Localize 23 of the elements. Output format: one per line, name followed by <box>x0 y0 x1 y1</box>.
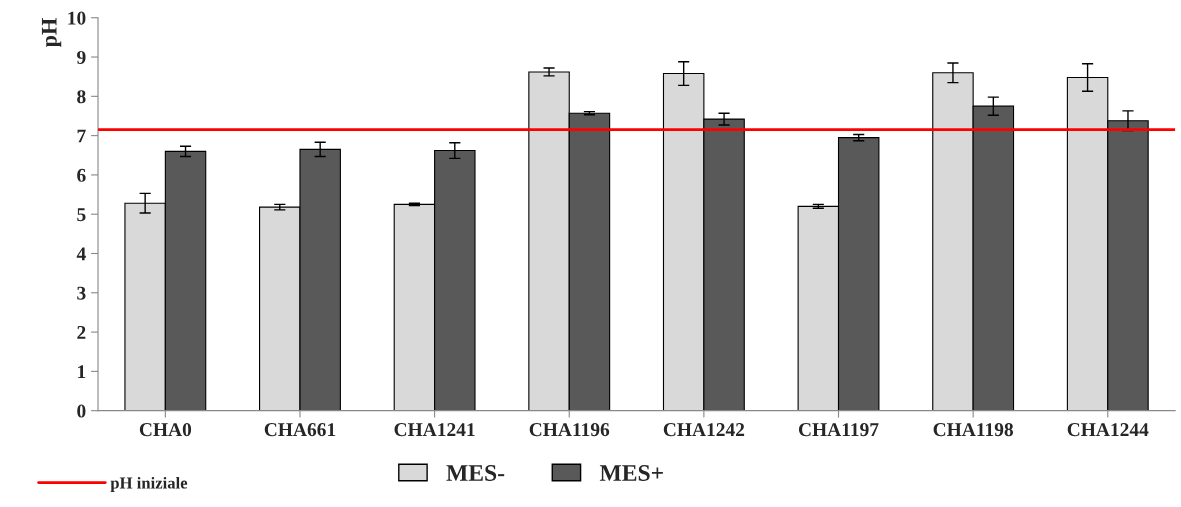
y-tick-label: 1 <box>78 365 86 379</box>
y-tick-label: 3 <box>77 286 86 300</box>
y-axis-title: pH <box>41 18 62 48</box>
x-tick-label: CHA1198 <box>933 423 1014 437</box>
x-tick-label: CHA1197 <box>798 423 879 437</box>
y-tick-label: 4 <box>76 247 86 261</box>
y-tick-label: 7 <box>77 129 86 143</box>
x-tick-label: CHA1196 <box>529 423 610 437</box>
y-tick-label: 9 <box>77 50 86 64</box>
legend-label: MES+ <box>599 465 663 481</box>
x-tick-label: CHA661 <box>264 423 336 437</box>
y-tick-label: 10 <box>68 11 86 25</box>
y-tick-label: 2 <box>77 325 86 339</box>
x-tick-label: CHA1241 <box>394 423 475 437</box>
y-tick-label: 0 <box>77 404 86 418</box>
x-tick-label: CHA0 <box>139 423 192 437</box>
legend-label: pH iniziale <box>110 476 188 492</box>
y-tick-label: 5 <box>77 208 86 222</box>
legend-label: MES- <box>446 465 505 481</box>
y-tick-label: 6 <box>77 168 86 182</box>
x-tick-label: CHA1244 <box>1067 423 1149 437</box>
x-tick-label: CHA1242 <box>663 423 745 437</box>
y-tick-label: 8 <box>77 90 86 104</box>
